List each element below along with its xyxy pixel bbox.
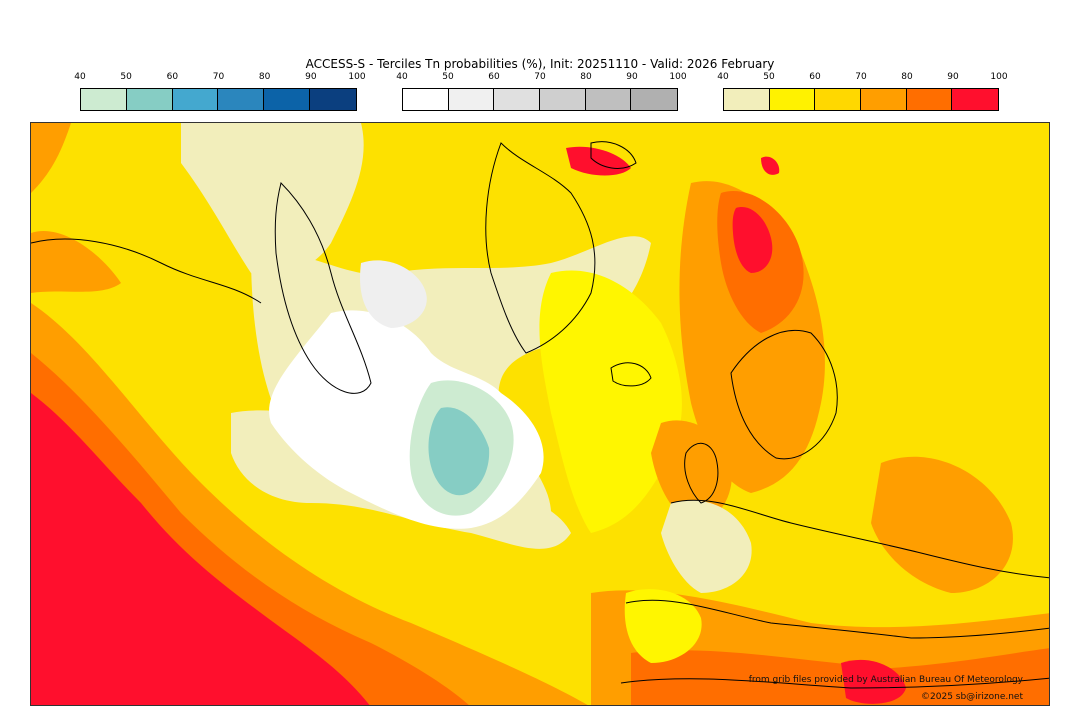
region-mid-atlantic-teal — [428, 407, 490, 496]
region-west-orange-patch-2 — [31, 231, 121, 293]
legend-swatch — [126, 89, 173, 110]
legend-tick-label: 70 — [534, 72, 546, 82]
coastline-svalbard — [590, 141, 637, 169]
credit-source: from grib files provided by Australian B… — [748, 675, 1023, 685]
legend-swatch — [724, 89, 770, 110]
legend-tick-label: 90 — [305, 72, 317, 82]
legend-swatch — [631, 89, 677, 110]
chart-title: ACCESS-S - Terciles Tn probabilities (%)… — [305, 57, 775, 71]
legend-tick-label: 80 — [258, 72, 271, 82]
legend-tick-label: 60 — [488, 72, 500, 82]
legend-swatch — [264, 89, 311, 110]
legend-tick-label: 70 — [855, 72, 867, 82]
legend-swatch — [172, 89, 219, 110]
coastline-british-isles — [684, 443, 719, 504]
legend-tick-label: 60 — [166, 72, 179, 82]
legend-below-normal: 40 50 60 70 80 90 100 — [74, 72, 366, 112]
legend-tick-label: 100 — [990, 72, 1008, 82]
region-east-med-red — [841, 659, 906, 704]
legend-swatch — [585, 89, 632, 110]
legend-tick-label: 80 — [901, 72, 913, 82]
map-canvas — [31, 123, 1049, 705]
legend-swatch — [815, 89, 861, 110]
legend-swatch — [218, 89, 265, 110]
legend-swatch — [906, 89, 953, 110]
region-france-pale — [661, 500, 752, 593]
legend-tick-label: 60 — [809, 72, 821, 82]
legend-swatch — [448, 89, 495, 110]
region-north-red-dot — [761, 156, 780, 175]
legend-colorbar — [402, 88, 678, 111]
region-canada-pale — [181, 123, 364, 277]
legend-tick-label: 50 — [442, 72, 454, 82]
coastline-europe — [670, 499, 1049, 579]
region-southwest-red — [31, 393, 370, 705]
legend-tick-label: 90 — [947, 72, 959, 82]
region-east-europe-orange — [871, 456, 1013, 593]
legend-tick-label: 100 — [348, 72, 366, 82]
legend-tick-label: 40 — [396, 72, 408, 82]
legend-ticks: 40 50 60 70 80 90 100 — [717, 72, 1007, 84]
legend-tick-label: 90 — [626, 72, 638, 82]
legend-colorbar — [80, 88, 357, 111]
legend-colorbar — [723, 88, 999, 111]
region-british-isles-orange — [651, 420, 732, 523]
credit-copyright: ©2025 sb@irizone.net — [921, 692, 1023, 702]
legend-tick-label: 50 — [763, 72, 775, 82]
legend-tick-label: 70 — [212, 72, 225, 82]
legend-swatch — [310, 89, 356, 110]
legend-ticks: 40 50 60 70 80 90 100 — [74, 72, 365, 84]
region-barents-red — [732, 207, 773, 273]
legend-above-normal: 40 50 60 70 80 90 100 — [717, 72, 1008, 112]
legend-swatch — [769, 89, 816, 110]
coastline-north-africa — [620, 677, 1049, 689]
legend-tick-label: 40 — [74, 72, 86, 82]
legend-near-normal: 40 50 60 70 80 90 100 — [396, 72, 687, 112]
probability-map: from grib files provided by Australian B… — [30, 122, 1050, 706]
region-west-orange-patch — [31, 123, 71, 193]
coastline-scandinavia — [730, 329, 838, 460]
region-norwegian-sea-yellow — [539, 270, 682, 533]
region-north-africa-dark-orange — [631, 648, 1049, 705]
legend-swatch — [494, 89, 540, 110]
legend-swatch — [403, 89, 449, 110]
legend-ticks: 40 50 60 70 80 90 100 — [396, 72, 686, 84]
legend-swatch — [860, 89, 907, 110]
coastline-canada — [31, 238, 262, 304]
legend-tick-label: 80 — [580, 72, 592, 82]
legend-tick-label: 40 — [717, 72, 729, 82]
coastlines — [31, 141, 1049, 689]
legend-swatch — [952, 89, 998, 110]
legend-swatch — [539, 89, 586, 110]
region-iberia-yellow — [624, 589, 702, 663]
legend-tick-label: 100 — [669, 72, 687, 82]
legend-swatch — [81, 89, 127, 110]
coastline-mediterranean — [625, 599, 1049, 639]
coastline-iceland — [610, 362, 652, 387]
coastline-greenland — [485, 142, 596, 354]
region-greenland-grey — [360, 260, 427, 328]
legend-tick-label: 50 — [120, 72, 132, 82]
coastline-baffin — [274, 182, 372, 394]
